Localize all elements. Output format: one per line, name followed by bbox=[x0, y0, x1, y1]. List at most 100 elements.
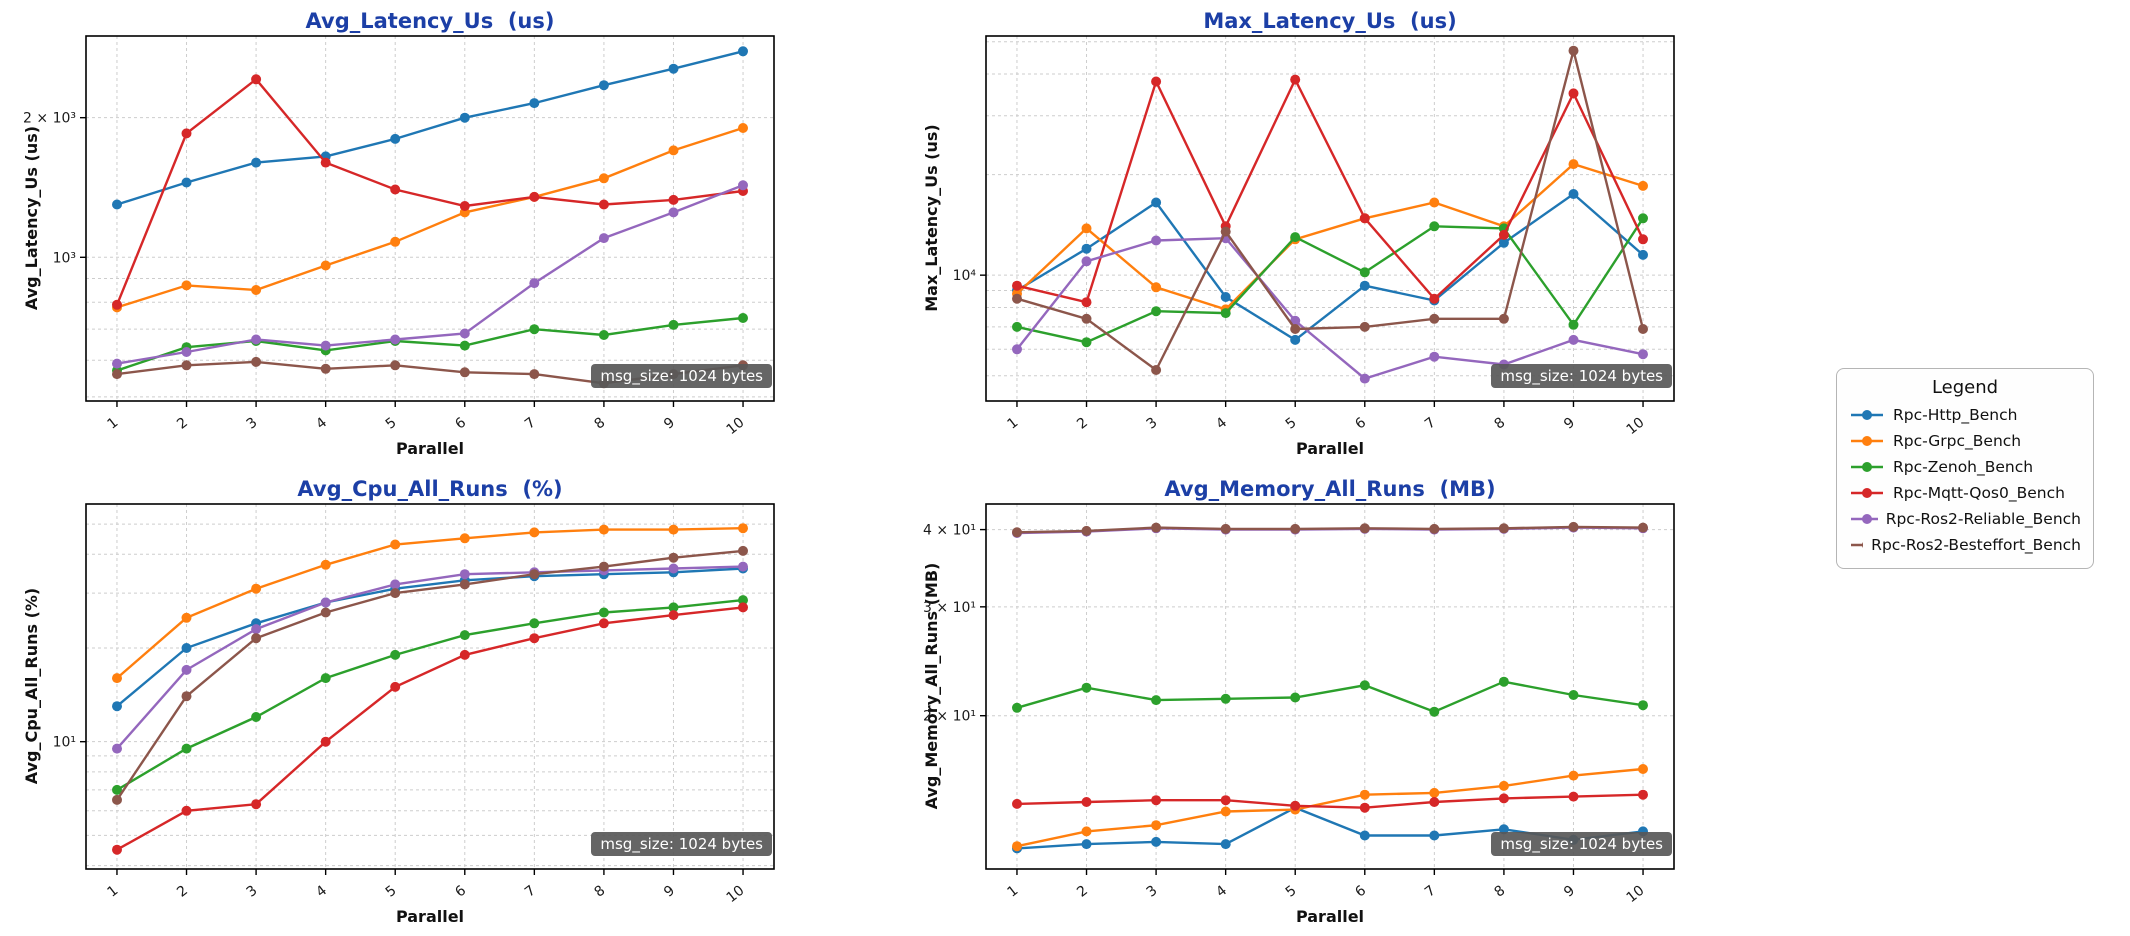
x-tick-label: 10 bbox=[724, 415, 748, 439]
data-point bbox=[390, 681, 401, 692]
data-point bbox=[390, 649, 401, 660]
data-point bbox=[251, 624, 262, 635]
data-point bbox=[738, 561, 748, 572]
x-tick-label: 3 bbox=[1144, 415, 1161, 433]
data-point bbox=[529, 618, 540, 629]
data-point bbox=[1429, 351, 1440, 362]
data-point bbox=[1359, 830, 1370, 841]
data-point bbox=[1012, 280, 1022, 291]
x-tick-label: 8 bbox=[591, 415, 608, 433]
data-point bbox=[112, 743, 122, 754]
data-point bbox=[529, 569, 540, 580]
data-point bbox=[1081, 256, 1092, 267]
data-point bbox=[1012, 702, 1022, 713]
series-line bbox=[1016, 50, 1645, 372]
series-line bbox=[1016, 217, 1645, 344]
plot-area: 10¹ 1 2 3 4 5 6 7 8 9 10 bbox=[53, 503, 775, 906]
msg-size-annotation: msg_size: 1024 bytes bbox=[1491, 364, 1672, 388]
series-line bbox=[1016, 767, 1644, 848]
data-point bbox=[1290, 232, 1301, 243]
x-tick-label: 3 bbox=[1144, 883, 1161, 901]
series-line bbox=[116, 567, 744, 708]
data-point bbox=[1359, 680, 1370, 691]
series-Rpc-Mqtt-Qos0_Bench bbox=[1012, 74, 1648, 308]
x-tick-label: 9 bbox=[1561, 883, 1578, 901]
data-point bbox=[459, 630, 470, 641]
series-line bbox=[1016, 680, 1644, 713]
data-point bbox=[459, 579, 470, 590]
data-point bbox=[390, 579, 401, 590]
data-point bbox=[1498, 523, 1509, 534]
data-point bbox=[668, 319, 679, 330]
series-Rpc-Ros2-Reliable_Bench bbox=[1012, 233, 1648, 384]
x-axis-label: Parallel bbox=[396, 907, 464, 926]
data-point bbox=[1151, 820, 1162, 831]
series-Rpc-Ros2-Besteffort_Bench bbox=[1012, 45, 1648, 375]
data-point bbox=[668, 602, 679, 613]
data-point bbox=[738, 595, 748, 606]
data-point bbox=[529, 191, 540, 202]
data-point bbox=[598, 173, 609, 184]
data-point bbox=[1359, 373, 1370, 384]
series-line bbox=[116, 606, 744, 851]
series-line bbox=[116, 50, 744, 206]
data-point bbox=[112, 673, 122, 684]
x-tick-label: 2 bbox=[174, 415, 191, 433]
data-point bbox=[598, 199, 609, 210]
data-point bbox=[1151, 365, 1162, 375]
data-point bbox=[1081, 313, 1092, 324]
data-point bbox=[1220, 806, 1231, 817]
data-point bbox=[1359, 789, 1370, 800]
legend-marker-Rpc-Grpc_Bench bbox=[1851, 436, 1883, 446]
x-tick-label: 2 bbox=[1074, 883, 1091, 901]
chart-card-max-latency: Max_Latency_Us (us) Max_Latency_Us (us) … bbox=[920, 4, 1780, 464]
x-tick-label: 4 bbox=[313, 414, 330, 432]
data-point bbox=[459, 649, 470, 660]
plot-frame bbox=[85, 503, 775, 870]
plot-frame bbox=[985, 503, 1675, 870]
x-tick-label: 10 bbox=[1624, 883, 1648, 907]
data-point bbox=[1012, 841, 1022, 852]
x-tick-label: 6 bbox=[452, 414, 469, 432]
data-point bbox=[112, 299, 122, 310]
data-point bbox=[1290, 334, 1301, 345]
data-point bbox=[320, 340, 331, 351]
data-point bbox=[251, 799, 262, 810]
data-point bbox=[1568, 45, 1579, 56]
data-point bbox=[251, 712, 262, 722]
data-point bbox=[1568, 88, 1579, 99]
data-point bbox=[1220, 523, 1231, 534]
x-tick-label: 6 bbox=[1352, 882, 1369, 900]
x-tick-label: 2 bbox=[174, 883, 191, 901]
data-point bbox=[738, 180, 748, 191]
data-point bbox=[1012, 344, 1022, 355]
x-axis-label: Parallel bbox=[1296, 907, 1364, 926]
y-tick-label: 10¹ bbox=[53, 735, 76, 751]
y-axis-label: Avg_Memory_All_Runs (MB) bbox=[922, 563, 941, 810]
data-point bbox=[1290, 800, 1301, 811]
data-point bbox=[1498, 313, 1509, 324]
legend-label: Rpc-Ros2-Besteffort_Bench bbox=[1871, 536, 2081, 554]
data-point bbox=[181, 805, 192, 816]
data-point bbox=[1081, 337, 1092, 348]
data-point bbox=[668, 194, 679, 205]
data-point bbox=[1151, 836, 1162, 847]
data-point bbox=[1429, 787, 1440, 798]
x-tick-label: 5 bbox=[1283, 415, 1300, 433]
data-point bbox=[738, 313, 748, 323]
series-line bbox=[1016, 76, 1645, 304]
avg-cpu-chart: Avg_Cpu_All_Runs (%) Avg_Cpu_All_Runs (%… bbox=[22, 477, 775, 926]
series-Rpc-Grpc_Bench bbox=[112, 123, 748, 313]
series-Rpc-Grpc_Bench bbox=[112, 523, 748, 684]
data-point bbox=[1290, 315, 1301, 326]
data-point bbox=[320, 607, 331, 618]
y-tick-label: 3 × 10¹ bbox=[923, 600, 976, 616]
x-tick-label: 2 bbox=[1074, 415, 1091, 433]
data-point bbox=[251, 633, 262, 644]
x-tick-label: 1 bbox=[1005, 415, 1022, 433]
x-tick-label: 5 bbox=[383, 415, 400, 433]
data-point bbox=[1638, 700, 1648, 711]
data-point bbox=[390, 360, 401, 371]
data-point bbox=[1290, 523, 1301, 534]
